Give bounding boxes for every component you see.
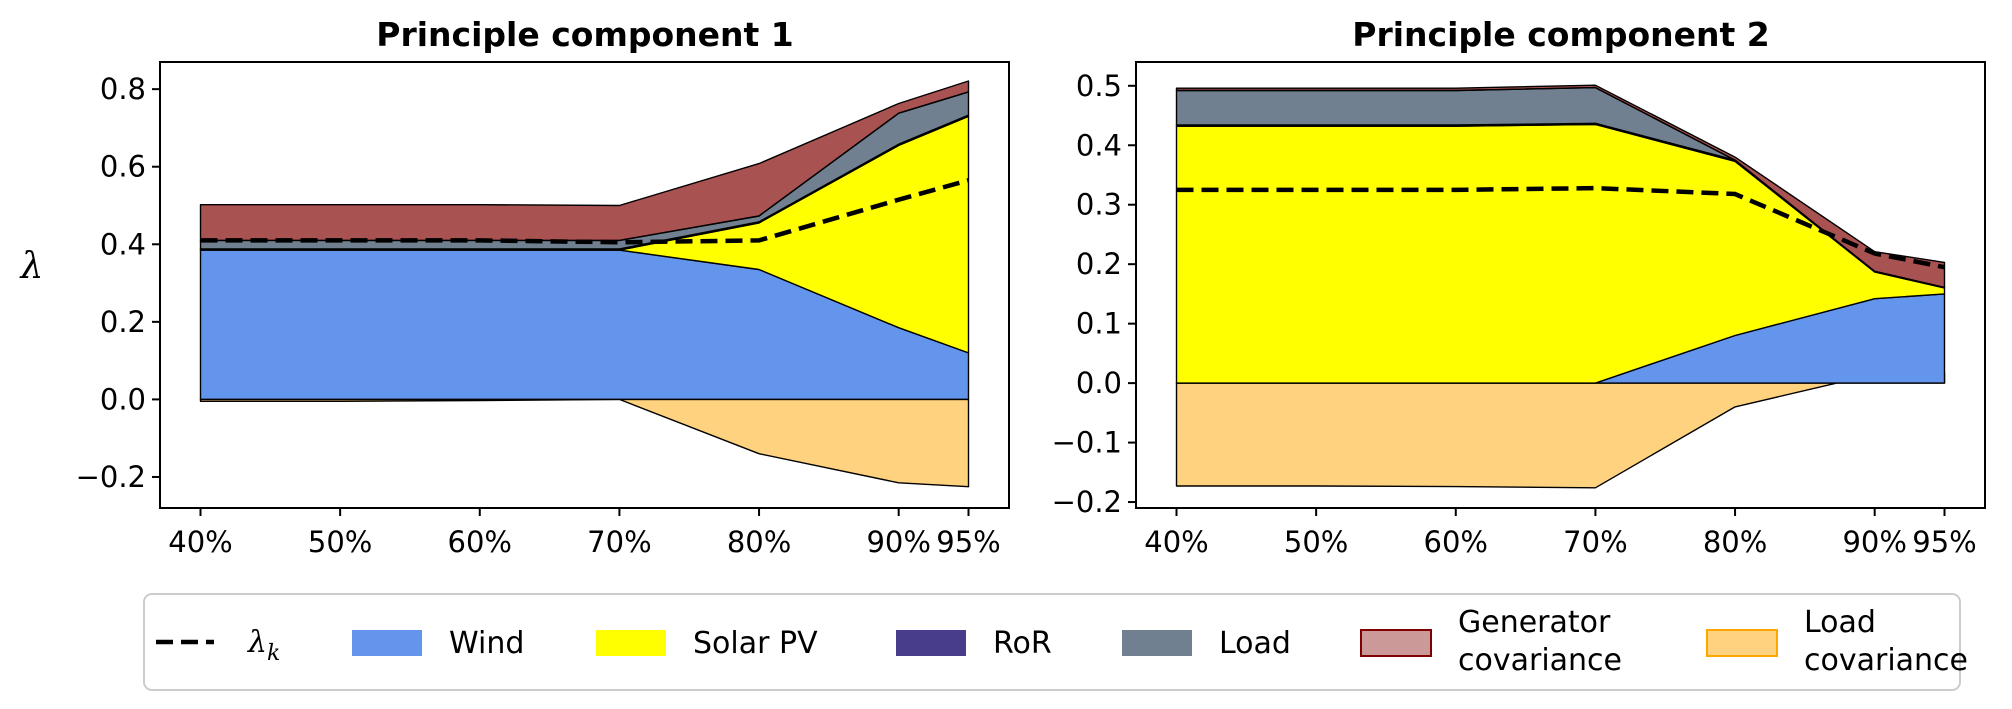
area-load_cov <box>1175 372 1946 489</box>
y-tick-label: 0.0 <box>1076 366 1122 400</box>
legend-swatch-ror <box>896 630 966 656</box>
x-tick-label: 80% <box>1703 525 1767 559</box>
y-axis-label: λ <box>19 246 44 287</box>
y-tick-label: −0.2 <box>76 460 146 494</box>
plot-frame <box>159 61 1010 509</box>
area-load_cov <box>199 398 970 488</box>
y-tick-label: 0.8 <box>100 72 146 106</box>
legend-item-ror: RoR <box>896 626 1052 661</box>
area-gen_cov <box>1175 84 1946 289</box>
legend-label: Wind <box>449 626 524 661</box>
x-tick-label: 50% <box>1284 525 1348 559</box>
legend-item-wind: Wind <box>352 626 524 661</box>
legend-item-load: Load <box>1122 626 1291 661</box>
legend-items: λk Wind Solar PV RoR LoadGeneratorcovariance… <box>156 605 1968 678</box>
legend-label: λk <box>247 625 280 666</box>
x-tick-label: 40% <box>168 525 232 559</box>
x-tick-label: 70% <box>587 525 651 559</box>
legend-swatch-gen_cov <box>1360 629 1432 657</box>
x-tick-label: 90% <box>866 525 930 559</box>
x-tick-label: 60% <box>448 525 512 559</box>
panel-1-areas <box>199 80 970 488</box>
legend-label: Solar PV <box>693 626 818 661</box>
y-tick-label: 0.3 <box>1076 188 1122 222</box>
panel-2-title: Principle component 2 <box>1352 15 1769 54</box>
x-tick-label: 95% <box>936 525 1000 559</box>
series-lambda-k <box>1176 185 1945 270</box>
legend-label-line2: covariance <box>1458 643 1622 678</box>
legend-label: Load <box>1219 626 1291 661</box>
legend-label: Load <box>1804 605 1876 640</box>
panel-1-axes: −0.2 0.0 0.2 0.4 0.6 0.8 40% 50% 60% 70% 80% 90% 95% <box>76 61 1010 559</box>
legend-label-line2: covariance <box>1804 643 1968 678</box>
legend-swatch-load <box>1122 630 1192 656</box>
panel-principle-component-1: Principle component 1 λ −0.2 0.0 0.2 0.4 0.6… <box>19 15 1010 559</box>
y-tick-label: 0.0 <box>100 382 146 416</box>
panel-1-lambda-line <box>200 178 970 245</box>
legend-swatch-solar <box>596 630 666 656</box>
y-tick-label: 0.4 <box>1076 128 1122 162</box>
panel-2-axes: −0.2 −0.1 0.0 0.1 0.2 0.3 0.4 0.5 40% 50% 60% 70% 80… <box>1052 61 1986 559</box>
legend-label: RoR <box>993 626 1052 661</box>
legend: λk Wind Solar PV RoR LoadGeneratorcovariance… <box>143 593 1968 691</box>
panel-2-lambda-line <box>1176 185 1945 270</box>
legend-item-solar: Solar PV <box>596 626 818 661</box>
plot-frame <box>1135 61 1986 509</box>
y-tick-label: 0.6 <box>100 150 146 184</box>
x-tick-label: 95% <box>1912 525 1976 559</box>
legend-item-lambda: λk <box>156 625 280 666</box>
y-tick-label: 0.2 <box>1076 247 1122 281</box>
x-tick-label: 60% <box>1424 525 1488 559</box>
panel-principle-component-2: Principle component 2 −0.2 −0.1 0.0 0.1 0.2 0… <box>1052 15 1986 559</box>
y-tick-label: 0.2 <box>100 305 146 339</box>
y-tick-label: 0.1 <box>1076 307 1122 341</box>
legend-label: Generator <box>1458 605 1611 640</box>
panel-2-areas <box>1175 84 1946 489</box>
x-tick-label: 90% <box>1842 525 1906 559</box>
x-tick-label: 40% <box>1144 525 1208 559</box>
y-tick-label: −0.2 <box>1052 485 1122 519</box>
y-tick-label: 0.5 <box>1076 69 1122 103</box>
y-tick-label: −0.1 <box>1052 426 1122 460</box>
legend-frame <box>143 593 1961 691</box>
panel-1-title: Principle component 1 <box>376 15 793 54</box>
legend-swatch-load_cov <box>1706 629 1778 657</box>
x-tick-label: 80% <box>727 525 791 559</box>
y-tick-label: 0.4 <box>100 227 146 261</box>
legend-swatch-wind <box>352 630 422 656</box>
x-tick-label: 70% <box>1563 525 1627 559</box>
x-tick-label: 50% <box>308 525 372 559</box>
series-lambda-k <box>200 178 970 245</box>
